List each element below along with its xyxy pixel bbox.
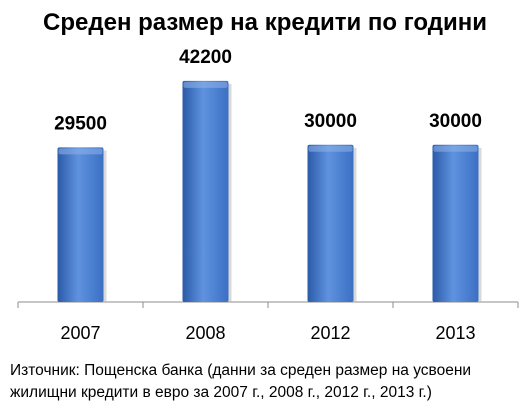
data-label-2012: 30000 [304,111,357,132]
x-tick-label-2012: 2012 [310,323,350,343]
bar-highlight [308,145,353,152]
data-label-2008: 42200 [179,47,232,68]
source-line-2: жилищни кредити в евро за 2007 г., 2008 … [10,384,432,401]
bar-highlight [433,145,478,152]
chart-canvas: Среден размер на кредити по години 29500… [17,9,519,343]
x-tick-label-2008: 2008 [185,323,225,343]
data-label-2013: 30000 [429,111,482,132]
bar-chart: Среден размер на кредити по години 29500… [17,9,519,343]
bar-highlight [58,148,103,155]
data-label-2007: 29500 [54,113,107,134]
source-line-1: Източник: Пощенска банка (данни за среде… [10,362,472,379]
source-note: Източник: Пощенска банка (данни за среде… [10,360,520,404]
chart-title: Среден размер на кредити по години [43,9,487,36]
bar-highlight [183,81,228,88]
bar-2007 [57,147,104,302]
bar-2012 [307,144,354,302]
plot-area: 29500 2007 42200 2008 30000 2012 30000 2013 [17,47,519,343]
x-tick-label-2007: 2007 [60,323,100,343]
x-tick-label-2013: 2013 [435,323,475,343]
bar-2013 [432,144,479,302]
bar-2008 [182,80,229,302]
